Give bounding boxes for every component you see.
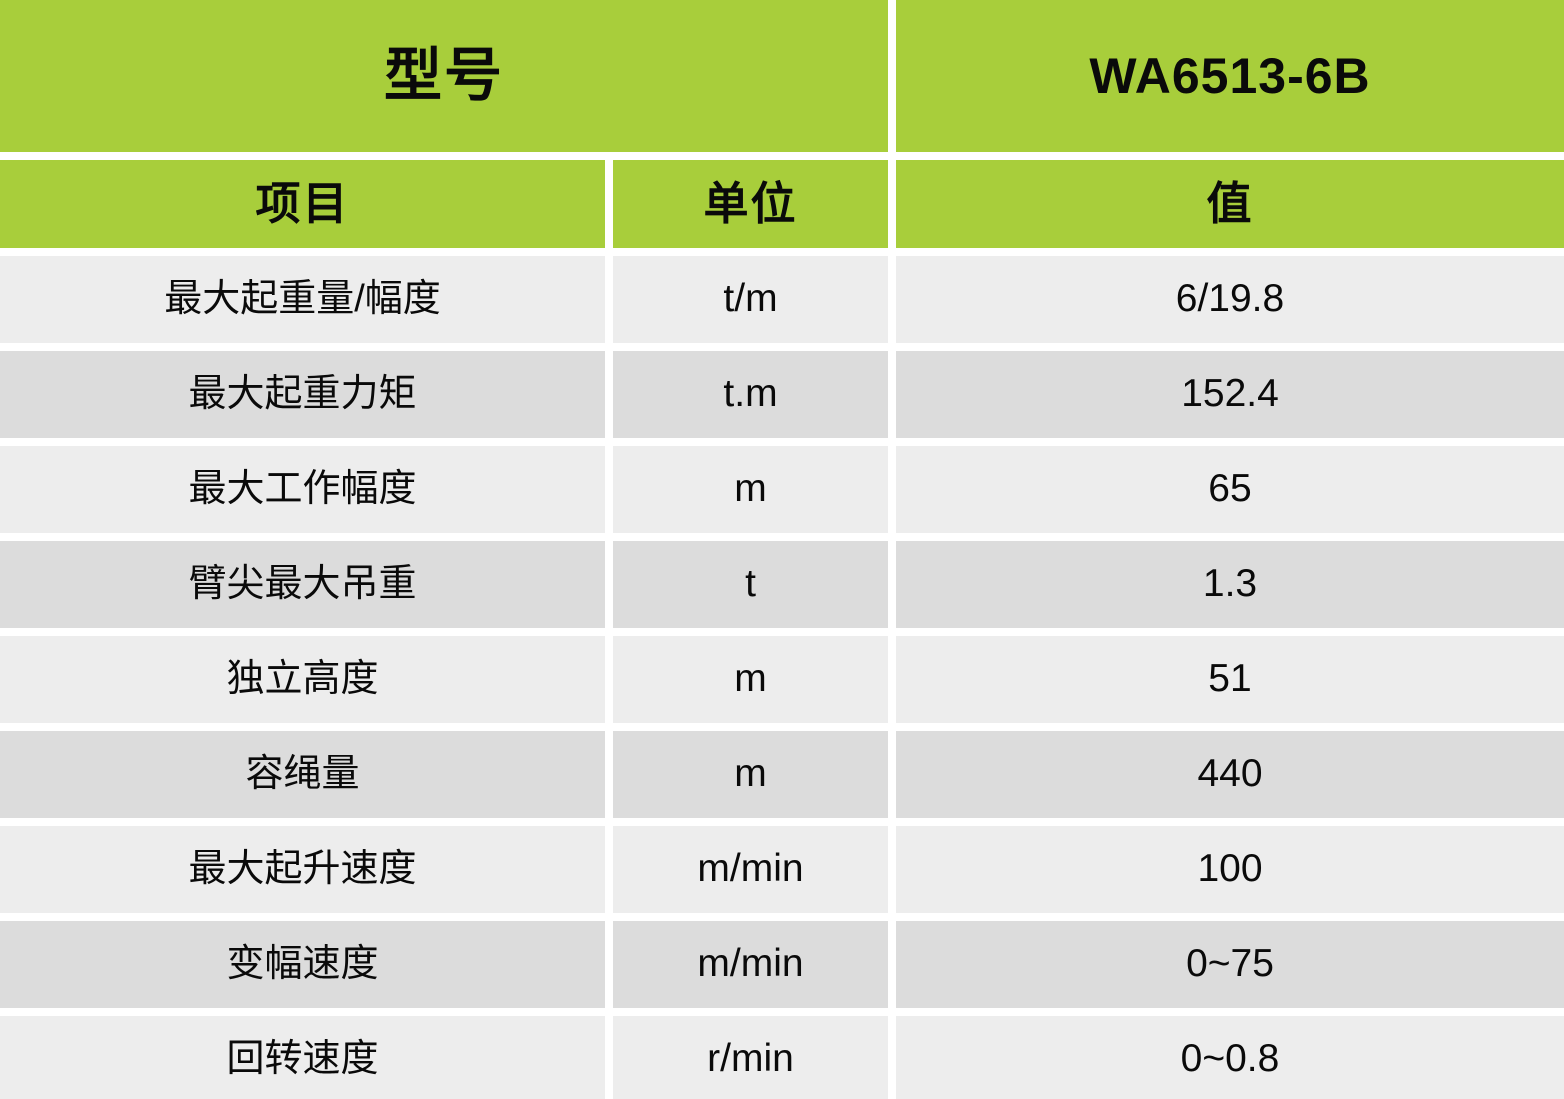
model-value-cell: WA6513-6B bbox=[896, 0, 1564, 152]
item-cell: 最大起重量/幅度 bbox=[0, 256, 605, 343]
item-cell: 容绳量 bbox=[0, 731, 605, 818]
column-header-value: 值 bbox=[896, 160, 1564, 248]
unit-cell: m bbox=[613, 636, 888, 723]
unit-cell: m bbox=[613, 446, 888, 533]
unit-cell: m bbox=[613, 731, 888, 818]
column-header-unit: 单位 bbox=[613, 160, 888, 248]
item-cell: 回转速度 bbox=[0, 1016, 605, 1099]
unit-cell: r/min bbox=[613, 1016, 888, 1099]
value-cell: 440 bbox=[896, 731, 1564, 818]
value-cell: 51 bbox=[896, 636, 1564, 723]
column-header-item: 项目 bbox=[0, 160, 605, 248]
value-cell: 65 bbox=[896, 446, 1564, 533]
value-cell: 1.3 bbox=[896, 541, 1564, 628]
item-cell: 臂尖最大吊重 bbox=[0, 541, 605, 628]
unit-cell: t bbox=[613, 541, 888, 628]
item-cell: 变幅速度 bbox=[0, 921, 605, 1008]
value-cell: 100 bbox=[896, 826, 1564, 913]
value-cell: 0~75 bbox=[896, 921, 1564, 1008]
unit-cell: t/m bbox=[613, 256, 888, 343]
item-cell: 最大工作幅度 bbox=[0, 446, 605, 533]
unit-cell: m/min bbox=[613, 921, 888, 1008]
unit-cell: t.m bbox=[613, 351, 888, 438]
model-label-cell: 型号 bbox=[0, 0, 888, 152]
value-cell: 0~0.8 bbox=[896, 1016, 1564, 1099]
item-cell: 最大起重力矩 bbox=[0, 351, 605, 438]
item-cell: 最大起升速度 bbox=[0, 826, 605, 913]
item-cell: 独立高度 bbox=[0, 636, 605, 723]
value-cell: 6/19.8 bbox=[896, 256, 1564, 343]
unit-cell: m/min bbox=[613, 826, 888, 913]
value-cell: 152.4 bbox=[896, 351, 1564, 438]
